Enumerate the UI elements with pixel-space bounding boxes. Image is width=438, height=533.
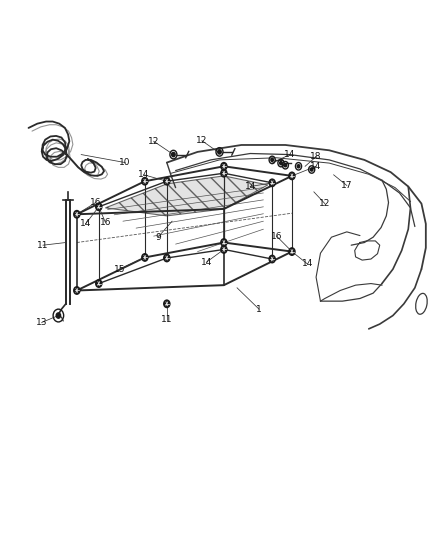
Circle shape [279, 161, 282, 165]
Text: 16: 16 [270, 232, 282, 240]
Text: 14: 14 [283, 150, 295, 159]
Text: 16: 16 [99, 218, 111, 227]
Text: 11: 11 [161, 316, 172, 324]
Text: 13: 13 [36, 318, 47, 327]
Circle shape [74, 287, 80, 294]
Text: 17: 17 [340, 181, 352, 190]
Circle shape [163, 254, 170, 262]
Text: 14: 14 [301, 260, 312, 268]
Circle shape [283, 164, 286, 167]
Circle shape [74, 211, 80, 218]
Text: 14: 14 [244, 182, 255, 191]
Circle shape [288, 248, 294, 255]
Polygon shape [105, 176, 267, 216]
Text: 10: 10 [119, 158, 131, 167]
Circle shape [268, 255, 275, 263]
Circle shape [95, 203, 102, 211]
Circle shape [141, 177, 148, 185]
Circle shape [268, 179, 275, 187]
Text: 12: 12 [196, 136, 207, 145]
Circle shape [220, 246, 226, 253]
Circle shape [310, 168, 312, 171]
Text: 12: 12 [318, 199, 330, 208]
Text: 14: 14 [80, 220, 91, 228]
Text: 16: 16 [90, 198, 101, 207]
Text: 14: 14 [200, 258, 212, 266]
Circle shape [220, 163, 226, 170]
Text: 12: 12 [148, 137, 159, 146]
Circle shape [95, 280, 102, 287]
Text: 15: 15 [113, 265, 125, 273]
Circle shape [220, 239, 226, 246]
Text: 1: 1 [255, 305, 261, 313]
Circle shape [288, 172, 294, 180]
Text: 18: 18 [310, 152, 321, 161]
Text: 11: 11 [37, 241, 49, 249]
Circle shape [171, 152, 175, 157]
Circle shape [163, 300, 170, 308]
Text: 14: 14 [310, 162, 321, 171]
Text: 9: 9 [155, 233, 161, 241]
Circle shape [56, 313, 60, 318]
Circle shape [217, 150, 221, 154]
Text: 14: 14 [138, 171, 149, 179]
Circle shape [270, 158, 273, 161]
Circle shape [163, 177, 170, 185]
Circle shape [141, 254, 148, 261]
Circle shape [297, 165, 299, 168]
Circle shape [220, 169, 226, 177]
